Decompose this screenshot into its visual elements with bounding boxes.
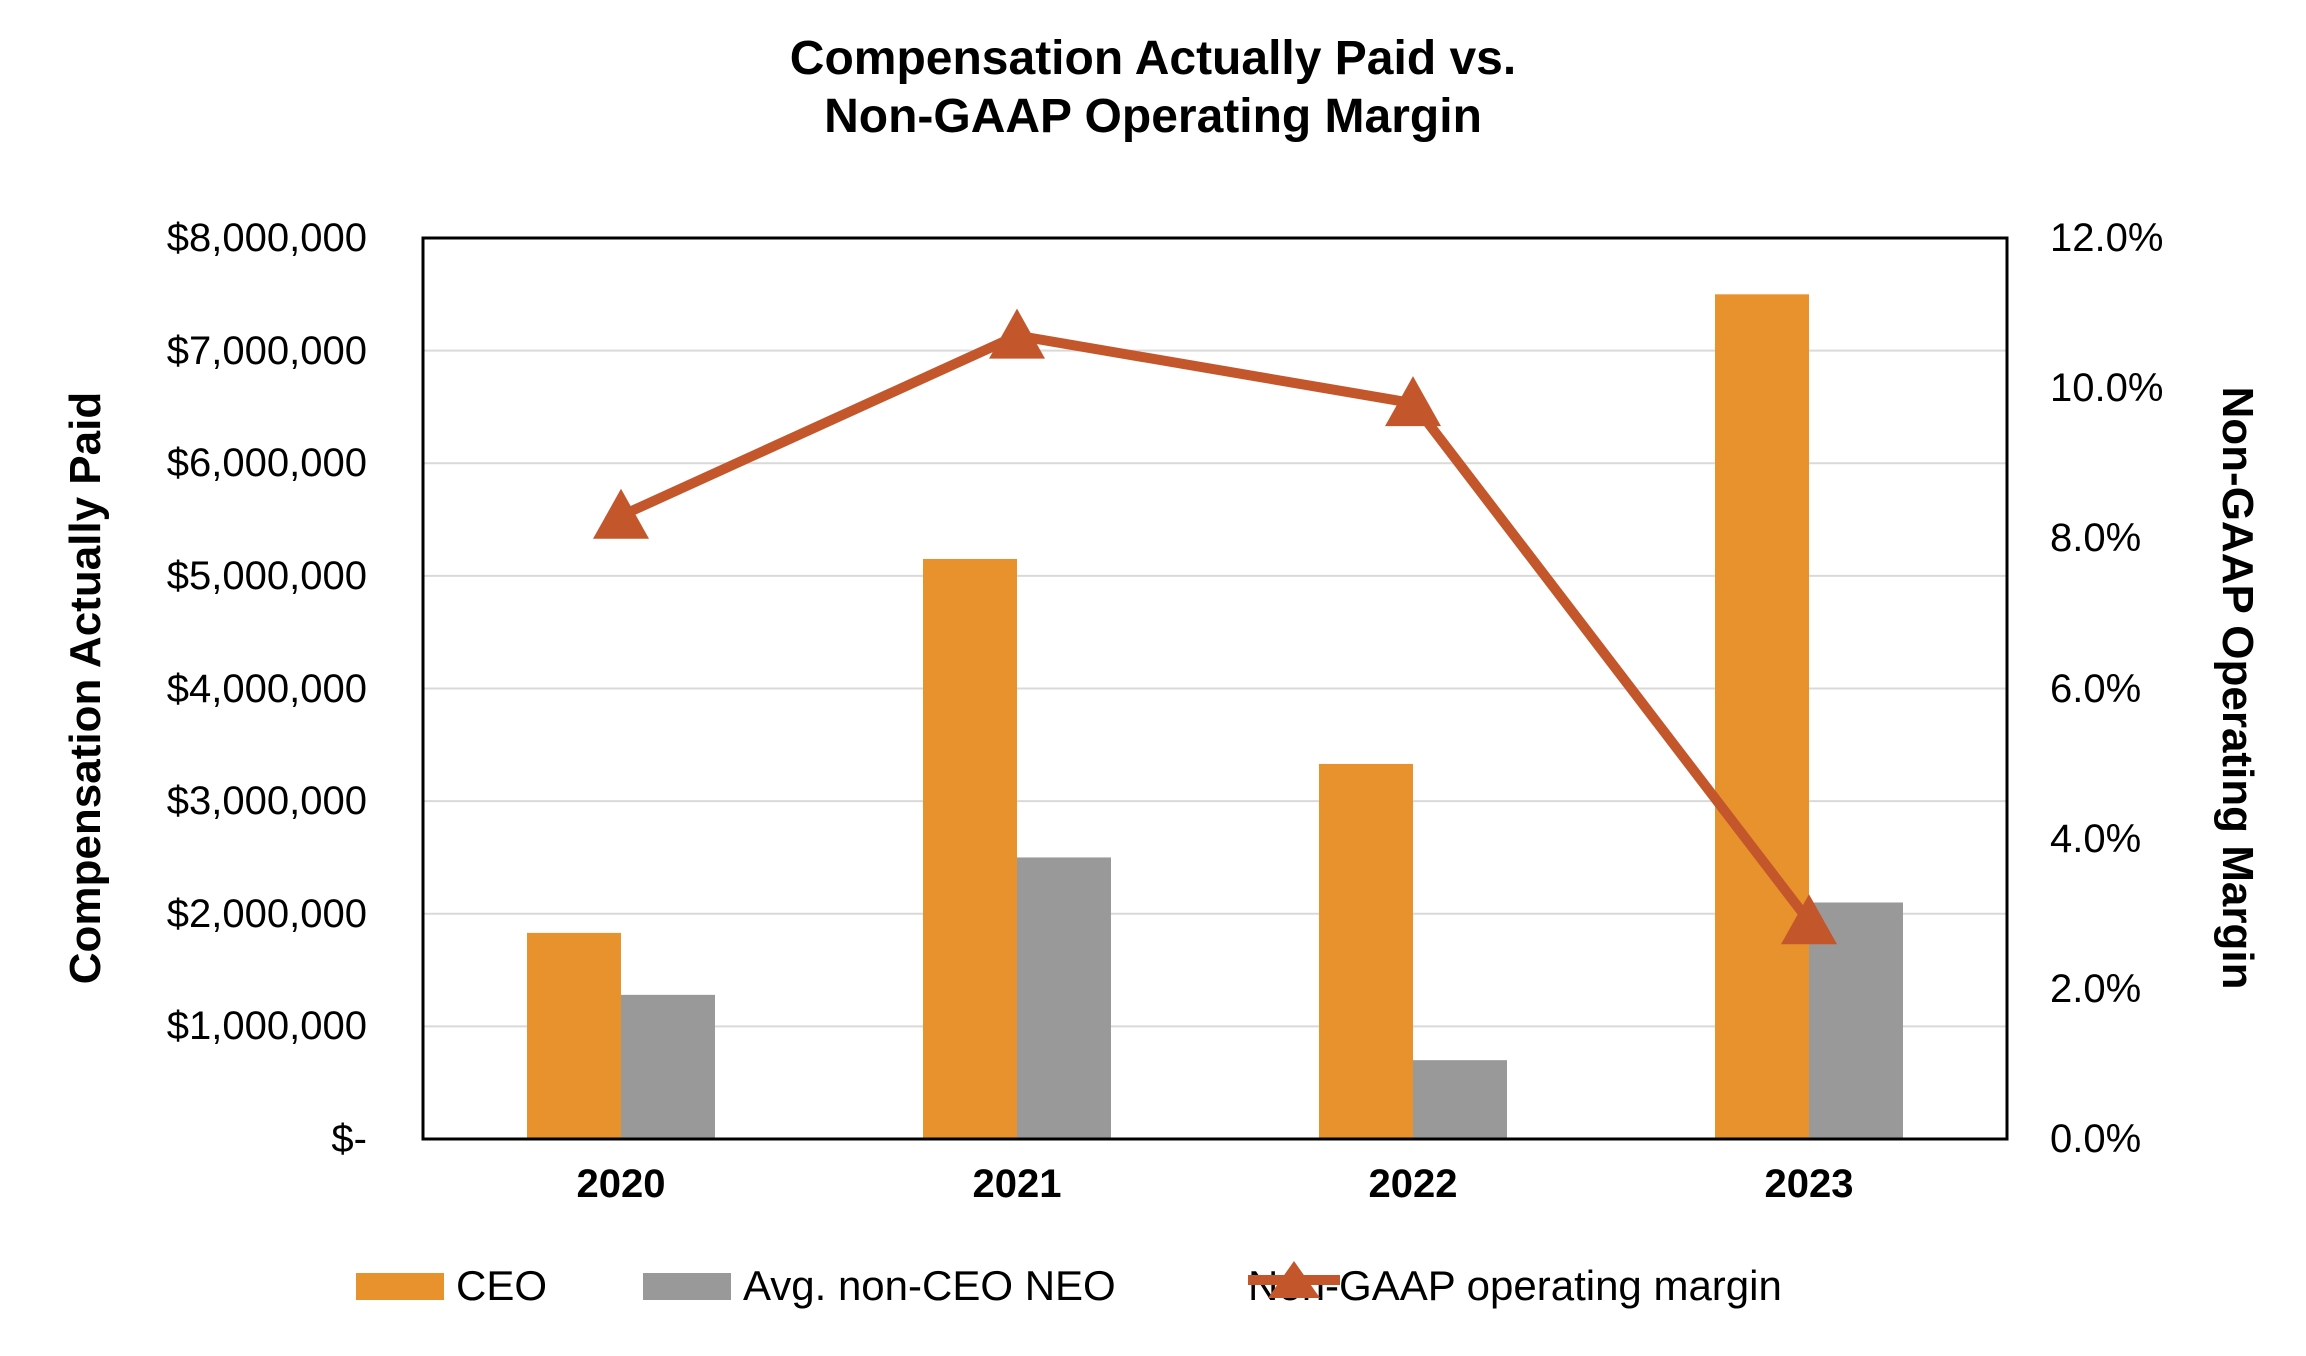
right-axis-tick-label: 12.0% — [2050, 216, 2164, 260]
margin-marker-2021[interactable] — [989, 308, 1045, 359]
left-axis-tick-label: $3,000,000 — [166, 779, 367, 824]
legend-item-neo[interactable]: Avg. non-CEO NEO — [643, 1258, 1116, 1314]
legend-label-neo: Avg. non-CEO NEO — [743, 1262, 1116, 1309]
left-axis-tick-label: $7,000,000 — [166, 328, 367, 373]
x-axis-tick-label: 2022 — [1368, 1162, 1458, 1206]
right-axis-tick-label: 4.0% — [2050, 816, 2142, 861]
legend-item-ceo[interactable]: CEO — [356, 1258, 547, 1314]
bar-ceo-2023[interactable] — [1715, 294, 1809, 1139]
bar-ceo-2020[interactable] — [527, 932, 621, 1139]
left-axis-tick-label: $- — [331, 1117, 367, 1161]
legend-label-ceo: CEO — [456, 1262, 548, 1309]
margin-marker-2020[interactable] — [593, 488, 649, 539]
legend-label-margin: Non-GAAP operating margin — [1248, 1262, 1782, 1309]
bar-ceo-2022[interactable] — [1319, 763, 1413, 1139]
line-triangle-marker-icon — [1248, 1261, 1340, 1298]
neo-swatch-icon — [643, 1272, 731, 1300]
x-axis-tick-label: 2023 — [1764, 1162, 1854, 1206]
right-axis-tick-label: 2.0% — [2050, 966, 2142, 1011]
left-axis-tick-label: $5,000,000 — [166, 553, 367, 598]
left-axis-tick-label: $6,000,000 — [166, 441, 367, 486]
left-axis-tick-label: $4,000,000 — [166, 666, 367, 711]
bar-neo-2021[interactable] — [1017, 857, 1111, 1139]
margin-marker-2022[interactable] — [1385, 376, 1441, 427]
right-axis-tick-label: 6.0% — [2050, 666, 2142, 711]
margin-marker-2023[interactable] — [1781, 894, 1837, 945]
chart-title-line1: Compensation Actually Paid vs. — [789, 32, 1517, 85]
right-axis-tick-label: 8.0% — [2050, 516, 2142, 561]
right-axis-tick-label: 10.0% — [2050, 366, 2164, 411]
bar-neo-2020[interactable] — [621, 994, 715, 1139]
bar-neo-2022[interactable] — [1413, 1060, 1507, 1139]
chart-title-line2: Non-GAAP Operating Margin — [824, 90, 1482, 143]
right-axis-tick-label: 0.0% — [2050, 1117, 2142, 1161]
x-axis-tick-label: 2020 — [576, 1162, 666, 1206]
left-axis-tick-label: $8,000,000 — [166, 216, 367, 260]
x-axis-tick-label: 2021 — [972, 1162, 1062, 1206]
plot-border — [421, 236, 2009, 1141]
left-axis-tick-label: $1,000,000 — [166, 1004, 367, 1049]
margin-line[interactable] — [618, 330, 1813, 925]
left-axis-tick-label: $2,000,000 — [166, 891, 367, 936]
legend-item-margin[interactable]: Non-GAAP operating margin — [1248, 1258, 1782, 1314]
chart-title: Compensation Actually Paid vs. Non-GAAP … — [0, 30, 2306, 146]
ceo-swatch-icon — [356, 1272, 444, 1300]
bar-ceo-2021[interactable] — [923, 558, 1017, 1139]
